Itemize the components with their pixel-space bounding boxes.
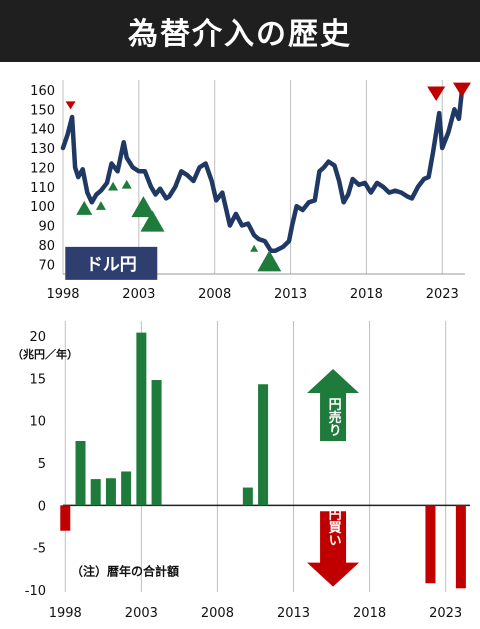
intervention-bar (60, 505, 71, 531)
y-tick-label: 100 (30, 200, 55, 215)
y-tick-label: 140 (30, 123, 55, 138)
intervention-bar (75, 440, 86, 506)
series-label: ドル円 (86, 255, 137, 275)
yen-sell-marker (76, 200, 93, 215)
x-tick-label: 2008 (198, 287, 231, 302)
y-tick-label: 130 (30, 142, 55, 157)
x-tick-label: 1998 (46, 287, 79, 302)
yen-sell-marker (140, 210, 165, 232)
intervention-bar (90, 479, 101, 506)
intervention-bar (242, 487, 253, 506)
yen-sell-marker (121, 179, 132, 189)
yen-buy-marker (452, 82, 471, 98)
yen-sell-marker (95, 201, 106, 210)
usdjpy-line-chart: 1998 2003 2008 2013 2018 2023 70 80 90 100 110 120 1… (30, 80, 471, 302)
y-tick-label: -5 (33, 542, 46, 557)
y-tick-label: 120 (30, 161, 55, 176)
y-tick-label: 10 (29, 415, 46, 430)
x-tick-label: 2008 (201, 606, 234, 621)
y-tick-label: 20 (29, 330, 46, 345)
intervention-bar (121, 471, 132, 506)
yen-buy-marker (427, 86, 446, 101)
y-tick-label: -10 (25, 584, 46, 599)
x-tick-label: 2013 (277, 606, 310, 621)
yen-sell-marker (108, 181, 119, 191)
y-tick-label: 80 (38, 239, 55, 254)
intervention-bar (425, 505, 436, 584)
y-tick-label: 15 (29, 372, 46, 387)
x-tick-label: 2023 (429, 606, 462, 621)
yen-sell-marker (131, 196, 156, 218)
intervention-bar (151, 380, 162, 506)
yen-sell-marker (250, 244, 259, 252)
intervention-bar (258, 384, 269, 506)
yen-buy-marker (65, 101, 76, 110)
x-tick-label: 2003 (122, 287, 155, 302)
x-tick-label: 1998 (49, 606, 82, 621)
yen-buy-arrow (307, 511, 360, 587)
x-tick-label: 2023 (426, 287, 459, 302)
y-tick-label: 150 (30, 103, 55, 118)
y-axis-unit-label: （兆円／年） (12, 347, 78, 361)
title-bar: 為替介入の歴史 (0, 0, 480, 62)
intervention-bar (136, 332, 147, 506)
intervention-bar (105, 478, 116, 506)
x-tick-label: 2018 (353, 606, 386, 621)
yen-sell-arrow-label: 円売り (326, 398, 342, 437)
y-tick-label: 160 (30, 84, 55, 99)
yen-buy-arrow-label: 円買い (326, 508, 342, 547)
y-tick-label: 0 (38, 499, 46, 514)
footnote: （注）暦年の合計額 (71, 564, 179, 579)
series-label-box (65, 246, 158, 280)
x-tick-label: 2018 (350, 287, 383, 302)
x-tick-label: 2003 (125, 606, 158, 621)
page-title: 為替介入の歴史 (128, 17, 352, 52)
y-tick-label: 5 (38, 457, 46, 472)
y-tick-label: 70 (38, 258, 55, 273)
x-tick-label: 2013 (274, 287, 307, 302)
y-tick-label: 110 (30, 181, 55, 196)
yen-sell-marker (257, 250, 282, 272)
y-tick-label: 90 (38, 220, 55, 235)
intervention-bar-chart: 1998 2003 2008 2013 2018 2023 20 15 10 5 0 -5 -10 （兆円… (12, 321, 470, 621)
yen-sell-arrow (307, 369, 360, 441)
intervention-bar (455, 505, 466, 589)
usdjpy-series-line (60, 87, 465, 253)
